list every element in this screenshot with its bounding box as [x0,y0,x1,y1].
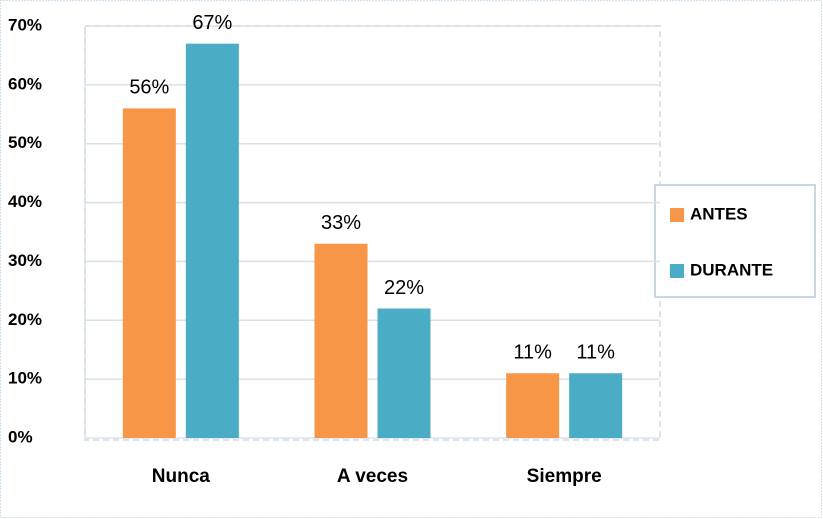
y-tick-label: 50% [8,133,42,152]
value-label: 33% [321,212,361,234]
y-tick-label: 70% [8,15,42,34]
bar [377,308,431,438]
bar [185,43,239,439]
legend-label: ANTES [690,204,748,223]
legend-swatch [670,264,684,278]
value-label: 11% [513,342,552,364]
value-label: 67% [192,12,232,34]
bar [122,108,176,439]
legend-box [654,184,816,298]
value-label: 56% [129,77,169,99]
y-tick-label: 0% [8,427,33,446]
legend-swatch [670,208,684,222]
value-label: 22% [384,277,424,299]
legend-label: DURANTE [690,260,773,279]
y-tick-label: 40% [8,192,42,211]
x-tick-label: A veces [337,466,408,487]
x-tick-label: Nunca [152,466,211,487]
x-tick-label: Siempre [527,466,602,487]
value-label: 11% [576,342,615,364]
y-tick-label: 60% [8,74,42,93]
y-tick-label: 10% [8,369,42,388]
bar [506,373,560,438]
bar [569,373,623,438]
y-tick-label: 30% [8,251,42,270]
y-tick-label: 20% [8,310,42,329]
bar [314,243,368,438]
